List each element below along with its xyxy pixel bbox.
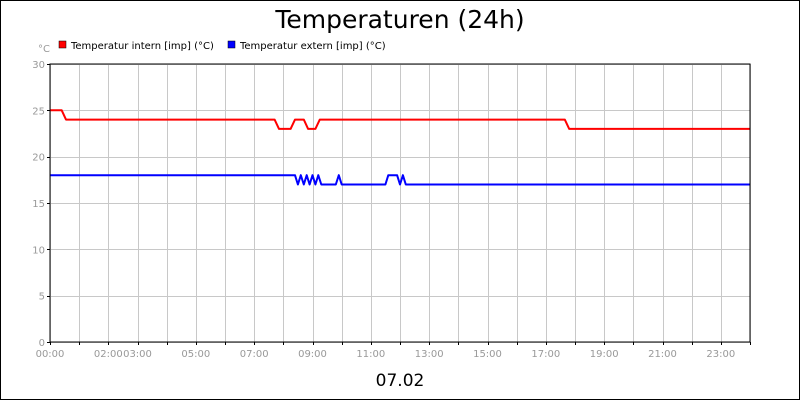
x-tick-label: 00:00 bbox=[36, 349, 65, 360]
x-tick-label: 15:00 bbox=[473, 349, 502, 360]
x-tick-label: 21:00 bbox=[648, 349, 677, 360]
x-axis-date-label: 07.02 bbox=[376, 371, 425, 391]
series-line bbox=[50, 174, 750, 186]
y-tick-label: 5 bbox=[39, 292, 45, 303]
x-tick-label: 19:00 bbox=[590, 349, 619, 360]
x-tick-label: 13:00 bbox=[415, 349, 444, 360]
grid bbox=[50, 64, 751, 343]
x-tick-label: 11:00 bbox=[356, 349, 385, 360]
legend-swatch bbox=[58, 40, 67, 49]
legend-label: Temperatur intern [imp] (°C) bbox=[70, 41, 214, 52]
y-tick-label: 30 bbox=[32, 60, 45, 71]
x-tick-label: 17:00 bbox=[531, 349, 560, 360]
x-axis-ticks: 00:00 02:00 03:00 05:00 07:00 09:00 11:00 13:00… bbox=[36, 342, 751, 360]
plot-area-border bbox=[49, 63, 751, 343]
chart-title: Temperaturen (24h) bbox=[274, 5, 524, 34]
y-axis-unit: °C bbox=[38, 44, 50, 55]
legend-label: Temperatur extern [imp] (°C) bbox=[239, 41, 386, 52]
series-lines bbox=[50, 109, 750, 186]
y-tick-label: 10 bbox=[32, 245, 45, 256]
x-tick-label: 23:00 bbox=[706, 349, 735, 360]
y-tick-label: 20 bbox=[32, 153, 45, 164]
y-axis-ticks: 0 5 10 15 20 25 30 bbox=[32, 60, 50, 349]
legend: Temperatur intern [imp] (°C) Temperatur e… bbox=[58, 40, 386, 52]
y-tick-label: 15 bbox=[32, 199, 45, 210]
x-tick-label: 09:00 bbox=[298, 349, 327, 360]
x-tick-label: 05:00 bbox=[181, 349, 210, 360]
legend-swatch bbox=[227, 40, 236, 49]
x-tick-label: 02:00 bbox=[94, 349, 123, 360]
x-tick-label: 07:00 bbox=[240, 349, 269, 360]
y-tick-label: 25 bbox=[32, 106, 45, 117]
series-line bbox=[50, 109, 750, 130]
x-tick-label: 03:00 bbox=[123, 349, 152, 360]
y-tick-label: 0 bbox=[39, 338, 45, 349]
